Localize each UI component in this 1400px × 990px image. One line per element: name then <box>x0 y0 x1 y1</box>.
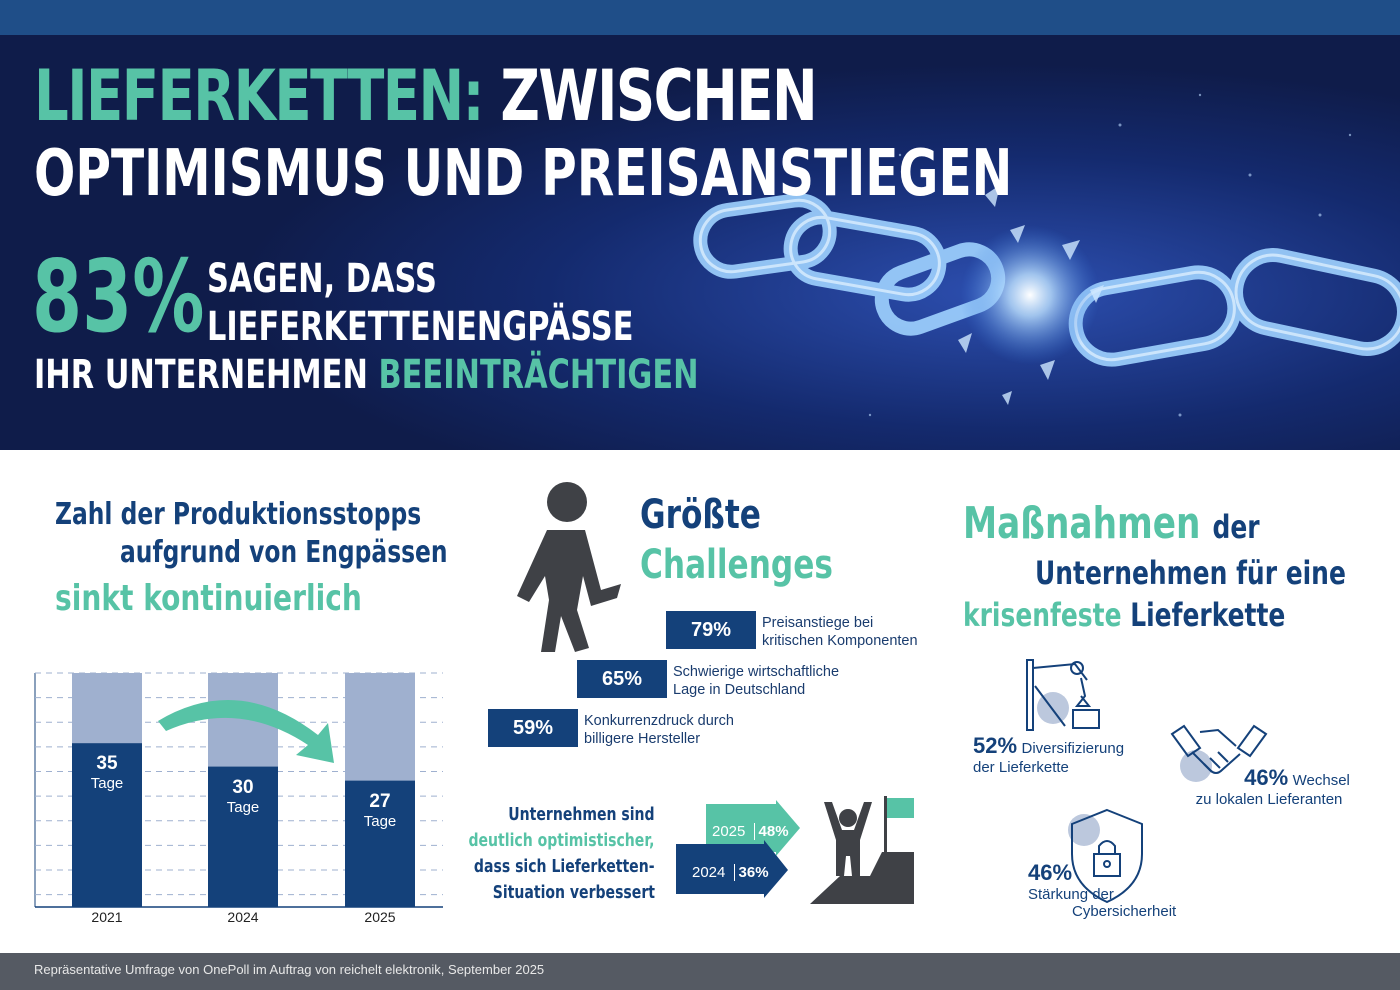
hero-title-line1: LIEFERKETTEN: ZWISCHEN <box>34 55 818 137</box>
hero-title-accent: LIEFERKETTEN: <box>34 55 484 137</box>
bar-value-label-2024: 30 Tage <box>208 777 278 816</box>
challenge-pct-1: 79% <box>666 611 756 649</box>
optimism-row-2025: 2025 48% <box>712 823 789 840</box>
measure-3-line1: Stärkung der <box>1028 886 1114 903</box>
optimism-pct-2025: 48% <box>753 823 789 840</box>
bar-value-label-2025: 27 Tage <box>345 791 415 830</box>
challenge-text-1-line2: kritischen Komponenten <box>762 633 918 649</box>
optimism-pct-2024: 36% <box>733 864 769 881</box>
hero-banner: LIEFERKETTEN: ZWISCHEN OPTIMISMUS UND PR… <box>0 35 1400 450</box>
measure-3-line2: Cybersicherheit <box>1072 903 1177 920</box>
handshake-icon <box>1170 724 1268 782</box>
optimism-line4: Situation verbessert <box>492 882 655 903</box>
hero-stat-line3: IHR UNTERNEHMEN BEEINTRÄCHTIGEN <box>34 353 699 397</box>
bar-unit: Tage <box>226 798 260 816</box>
challenge-text-3-line2: billigere Hersteller <box>584 731 701 747</box>
footer-source: Repräsentative Umfrage von OnePoll im Au… <box>34 962 545 977</box>
bar-value: 27 <box>369 790 391 812</box>
hero-stat-line3-accent: BEEINTRÄCHTIGEN <box>378 352 699 398</box>
measure-2-line1: Wechsel <box>1292 772 1350 789</box>
optimism-year-2024: 2024 <box>692 864 726 881</box>
stops-title-line1: Zahl der Produktionsstopps <box>55 497 422 532</box>
hero-stat-line1: SAGEN, DASS <box>207 256 437 302</box>
shield-lock-icon <box>1068 808 1143 904</box>
measures-title-line3: krisenfeste Lieferkette <box>963 596 1285 634</box>
optimism-year-2025: 2025 <box>712 823 746 840</box>
bar-2024 <box>208 766 278 907</box>
bar-unit: Tage <box>363 812 397 830</box>
challenge-text-2-line2: Lage in Deutschland <box>673 682 806 698</box>
challenge-pct-2: 65% <box>577 660 667 698</box>
stops-title-line3: sinkt kontinuierlich <box>55 578 362 619</box>
hero-stat-line2: LIEFERKETTENENGPÄSSE <box>207 304 634 350</box>
measure-1: 52% Diversifizierung der Lieferkette <box>973 733 1124 776</box>
stops-bar-chart <box>34 672 443 908</box>
stops-title-line2: aufgrund von Engpässen <box>120 535 448 570</box>
measure-2-pct: 46% <box>1244 765 1289 790</box>
measure-1-line1: Diversifizierung <box>1021 740 1125 757</box>
challenge-text-3: Konkurrenzdruck durch billigere Herstell… <box>584 712 734 748</box>
summit-person-icon <box>810 796 914 904</box>
bar-2025 <box>345 780 415 907</box>
measures-title-rest: der <box>1212 508 1260 546</box>
optimism-row-2024: 2024 36% <box>692 864 769 881</box>
trend-arrow <box>158 700 334 763</box>
stair-climber-icon <box>517 482 621 652</box>
challenge-text-2-line1: Schwierige wirtschaftliche <box>673 664 840 680</box>
optimism-line3: dass sich Lieferketten- <box>474 856 655 877</box>
optimism-line2: deutlich optimistischer, <box>468 830 655 851</box>
measures-title-accent: Maßnahmen <box>963 498 1201 549</box>
measure-1-line2: der Lieferkette <box>973 759 1069 776</box>
bar-unit: Tage <box>90 775 124 793</box>
footer: Repräsentative Umfrage von OnePoll im Au… <box>0 953 1400 990</box>
robot-arm-icon <box>1026 659 1100 731</box>
measures-title-line2: Unternehmen für eine <box>1035 554 1346 592</box>
measure-1-pct: 52% <box>973 733 1018 758</box>
measure-3: 46% Stärkung der Cybersicherheit <box>1028 860 1176 920</box>
bar-2021 <box>72 743 142 907</box>
bar-value-label-2021: 35 Tage <box>72 753 142 792</box>
measures-title-line1: Maßnahmen der <box>963 499 1260 552</box>
hero-stat-line3-plain: IHR UNTERNEHMEN <box>34 352 368 398</box>
challenge-text-3-line1: Konkurrenzdruck durch <box>584 713 734 729</box>
bar-value: 30 <box>232 776 254 798</box>
challenge-text-1-line1: Preisanstiege bei <box>762 615 874 631</box>
measure-2: 46% Wechsel zu lokalen Lieferanten <box>1184 765 1354 808</box>
challenge-text-2: Schwierige wirtschaftliche Lage in Deuts… <box>673 663 839 699</box>
optimism-line1: Unternehmen sind <box>508 804 655 825</box>
x-tick-2021: 2021 <box>91 909 123 925</box>
challenges-title-line2: Challenges <box>640 542 833 588</box>
measures-title-line3-accent: krisenfeste <box>963 596 1122 634</box>
optimism-arrows <box>676 800 800 898</box>
hero-stat-value: 83% <box>32 238 205 355</box>
bar-value: 35 <box>96 753 118 775</box>
measures-title-line3-rest: Lieferkette <box>1130 596 1286 634</box>
hero-title-line2: OPTIMISMUS UND PREISANSTIEGEN <box>34 137 1013 211</box>
hero-title-rest: ZWISCHEN <box>500 55 817 137</box>
broken-chain-image <box>0 35 1400 450</box>
top-bar <box>0 0 1400 35</box>
x-tick-2025: 2025 <box>364 909 396 925</box>
measure-2-line2: zu lokalen Lieferanten <box>1195 791 1343 808</box>
challenges-title-line1: Größte <box>640 492 761 538</box>
measure-3-pct: 46% <box>1028 860 1073 885</box>
challenge-text-1: Preisanstiege bei kritischen Komponenten <box>762 614 918 650</box>
challenge-pct-3: 59% <box>488 709 578 747</box>
x-tick-2024: 2024 <box>227 909 259 925</box>
